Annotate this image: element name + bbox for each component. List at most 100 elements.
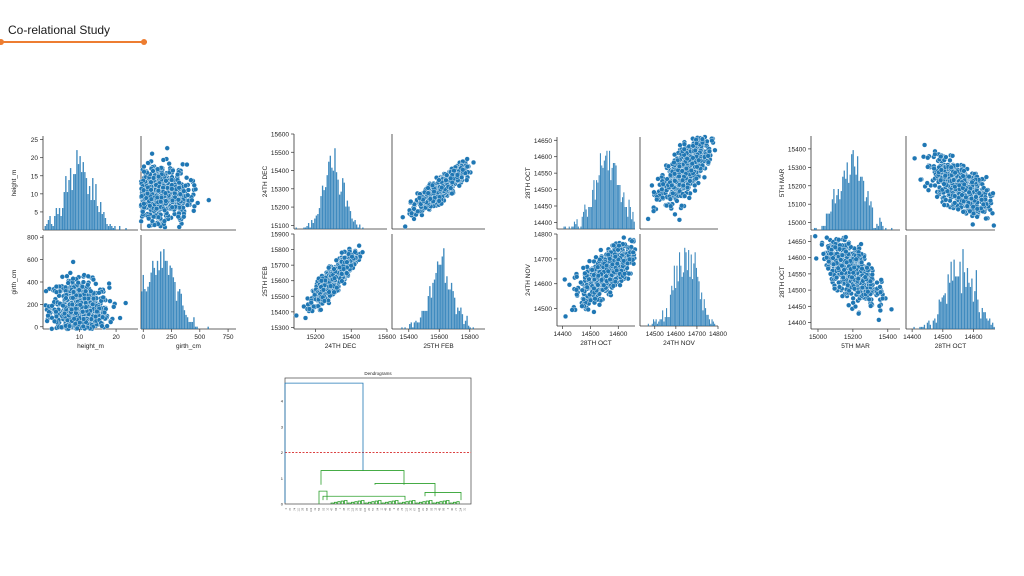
y-tick-label: 14550 [534, 171, 552, 178]
slide-title: Co-relational Study [8, 23, 111, 37]
histogram-bar [109, 224, 111, 230]
histogram-bar [55, 208, 58, 230]
title-underline-start-dot [0, 39, 4, 45]
scatter-point [654, 196, 660, 203]
histogram-bar [588, 207, 590, 229]
scatter-point [692, 188, 698, 194]
histogram-bar [190, 321, 192, 329]
y-tick-label: 15300 [788, 165, 806, 172]
scatter-point [161, 218, 168, 224]
y-tick-label: 15200 [271, 205, 289, 212]
histogram-bar [572, 226, 574, 229]
histogram-bar [813, 227, 816, 230]
histogram-bar [342, 178, 344, 229]
histogram-bar [306, 226, 308, 229]
scatter-point [566, 282, 573, 288]
scatter-point [460, 167, 466, 173]
histogram-bar [185, 314, 187, 329]
histogram-bar [328, 161, 330, 229]
scatter-point [912, 155, 918, 161]
histogram-bar [831, 199, 834, 230]
scatter-point [175, 214, 181, 220]
scatter-point [184, 175, 190, 181]
scatter-point [175, 171, 181, 178]
histogram-bar [320, 196, 322, 229]
scatter-point [74, 325, 80, 331]
histogram-bar [409, 324, 411, 329]
scatter-point [676, 173, 682, 180]
histogram-bar [824, 225, 826, 230]
x-tick-label: 14700 [688, 331, 706, 338]
histogram-bar [571, 226, 573, 229]
histogram-bar [458, 310, 460, 329]
histogram-bar [57, 214, 59, 230]
scatter-point [149, 218, 155, 224]
histogram-bar [147, 286, 149, 329]
histogram-bar [692, 279, 694, 326]
histogram-bar [614, 163, 616, 229]
histogram-bar [862, 180, 865, 230]
scatter-point [671, 171, 678, 177]
scatter-point [339, 250, 345, 256]
scatter-point [706, 148, 713, 154]
histogram-bar [577, 226, 579, 229]
scatter-point [339, 278, 345, 284]
histogram-bar [583, 211, 585, 229]
scatter-point [53, 313, 59, 320]
scatter-point [191, 208, 197, 214]
y-axis-label: 28TH OCT [525, 167, 532, 198]
scatter-point [597, 256, 603, 263]
title-underline [0, 41, 147, 43]
scatter-point [150, 175, 157, 181]
scatter-point [111, 304, 117, 310]
histogram-bar [839, 199, 841, 230]
histogram-bar [622, 197, 624, 229]
scatter-point [612, 254, 618, 260]
histogram-bar [423, 310, 425, 329]
histogram-bar [651, 323, 653, 326]
scatter-point [70, 289, 77, 295]
histogram-bar [858, 180, 860, 230]
x-axis-label: 28TH OCT [580, 340, 611, 347]
scatter-point [464, 156, 470, 162]
y-tick-label: 15400 [271, 309, 289, 316]
histogram-bar [46, 224, 48, 230]
histogram-bar [576, 219, 578, 229]
histogram-bar [472, 327, 474, 329]
histogram-bar [326, 175, 328, 229]
y-tick-label: 15300 [271, 186, 289, 193]
histogram-bar [882, 225, 884, 230]
scatter-point [443, 177, 449, 183]
scatter-point [921, 142, 928, 148]
scatter-point [586, 258, 593, 264]
scatter-point [688, 167, 694, 174]
histogram-bar [864, 201, 866, 230]
histogram-bar [312, 223, 314, 229]
histogram-bar [335, 172, 338, 229]
scatter-point [574, 274, 580, 280]
histogram-bar [596, 180, 598, 229]
histogram-bar [81, 172, 83, 230]
scatter-point [669, 182, 675, 189]
scatter-point [80, 316, 87, 322]
histogram-bar [671, 285, 673, 326]
histogram-bar [874, 227, 877, 230]
scatter-point [660, 195, 666, 201]
histogram-bar [145, 291, 148, 329]
scatter-point [106, 280, 112, 287]
scatter-point [71, 316, 77, 322]
scatter-point [569, 307, 575, 313]
scatter-point [151, 214, 157, 220]
histogram-bar [50, 224, 53, 230]
scatter-point [591, 309, 597, 315]
scatter-point [150, 168, 156, 174]
scatter-point [605, 268, 611, 274]
scatter-point [169, 177, 175, 183]
histogram-bar [827, 213, 829, 230]
histogram-bar [684, 247, 686, 326]
histogram-bar [315, 215, 318, 229]
